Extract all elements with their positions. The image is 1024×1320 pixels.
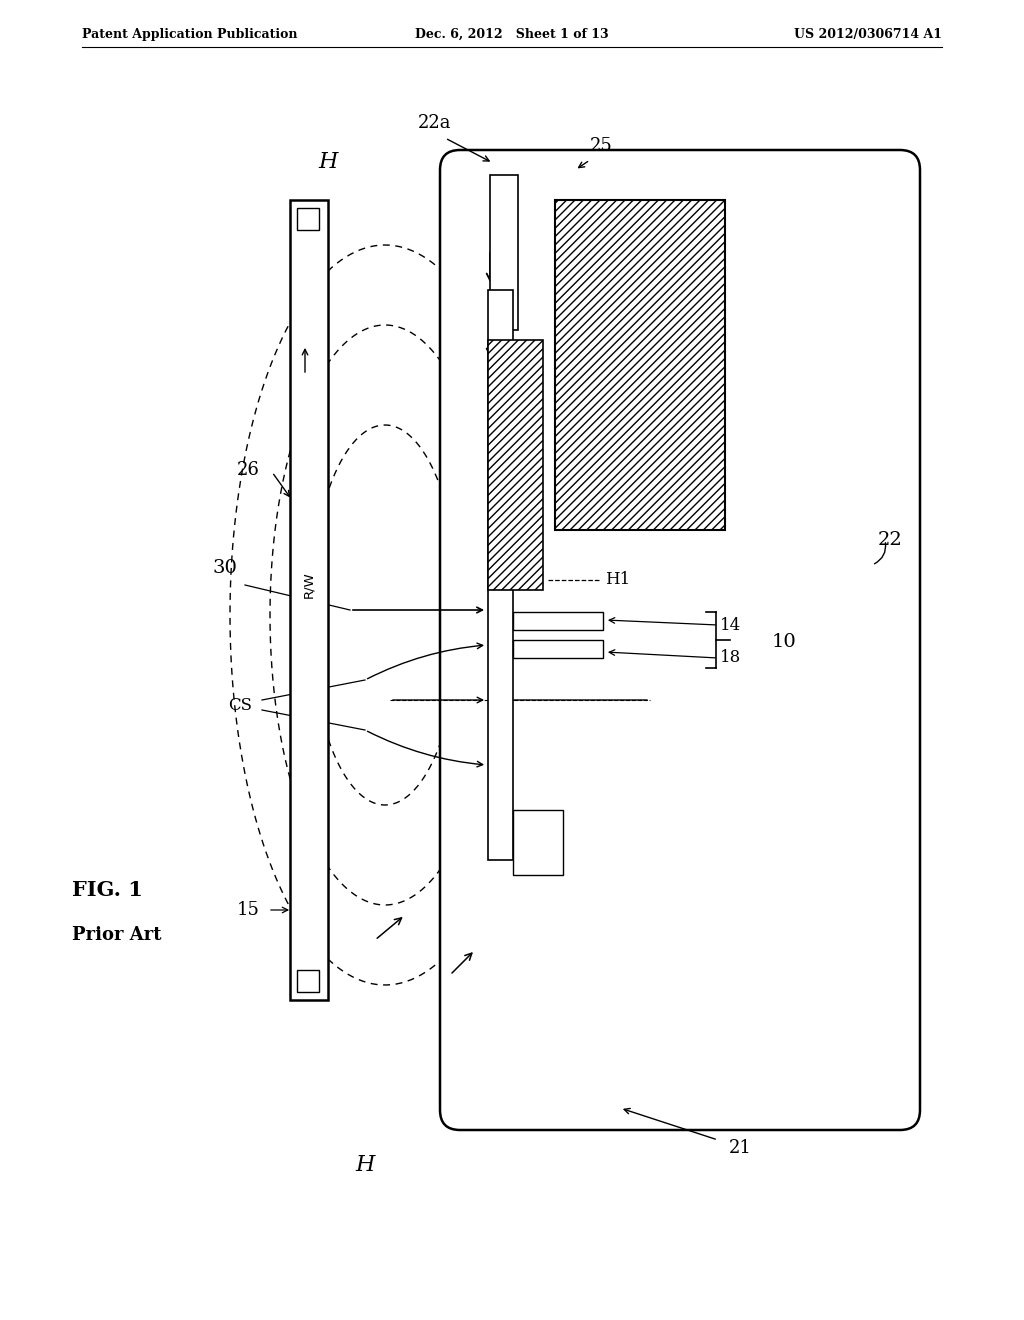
Text: H1: H1: [605, 572, 630, 589]
Text: 15: 15: [237, 902, 259, 919]
Bar: [490, 176, 518, 330]
Bar: [290, 201, 328, 1001]
Text: CS: CS: [228, 697, 252, 714]
Text: H: H: [355, 1154, 375, 1176]
Text: FIG. 1: FIG. 1: [72, 880, 143, 900]
Bar: [513, 640, 603, 657]
Bar: [513, 810, 563, 875]
Text: 25: 25: [590, 137, 612, 154]
FancyBboxPatch shape: [440, 150, 920, 1130]
Text: Patent Application Publication: Patent Application Publication: [82, 28, 298, 41]
Bar: [488, 290, 513, 861]
Text: Prior Art: Prior Art: [72, 927, 162, 944]
Text: R/W: R/W: [302, 572, 315, 598]
Bar: [555, 201, 725, 531]
Text: H: H: [318, 150, 338, 173]
Text: US 2012/0306714 A1: US 2012/0306714 A1: [794, 28, 942, 41]
Text: 26: 26: [238, 461, 260, 479]
Bar: [297, 970, 319, 993]
Text: 10: 10: [772, 634, 797, 651]
Text: 22: 22: [878, 531, 903, 549]
Text: 18: 18: [720, 649, 741, 667]
Text: 21: 21: [728, 1139, 752, 1158]
Text: 14: 14: [720, 616, 741, 634]
Bar: [513, 612, 603, 630]
Bar: [297, 209, 319, 230]
Text: 22a: 22a: [418, 114, 452, 132]
Text: Dec. 6, 2012   Sheet 1 of 13: Dec. 6, 2012 Sheet 1 of 13: [415, 28, 609, 41]
Bar: [488, 341, 543, 590]
Text: 30: 30: [213, 558, 238, 577]
